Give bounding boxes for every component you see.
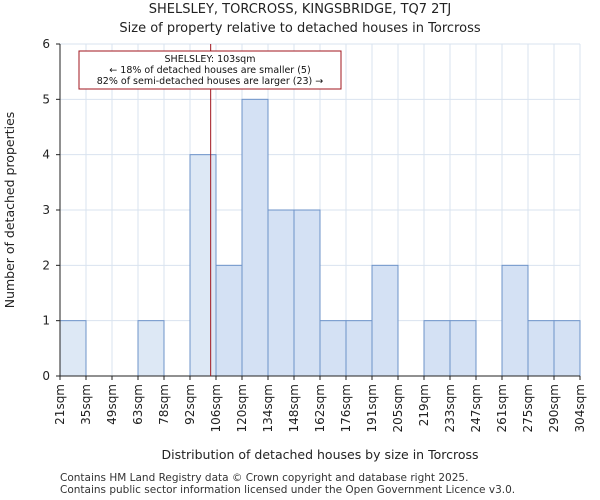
annotation-line-3: 82% of semi-detached houses are larger (… — [97, 76, 324, 87]
x-tick-label: 261sqm — [495, 384, 509, 432]
bar — [59, 320, 87, 377]
x-tick-label: 21sqm — [53, 384, 67, 425]
footer-line-1: Contains HM Land Registry data © Crown c… — [60, 472, 469, 484]
y-tick-label: 5 — [42, 92, 50, 106]
x-tick-label: 92sqm — [183, 384, 197, 425]
x-tick-label: 78sqm — [157, 384, 171, 425]
y-axis-label: Number of detached properties — [2, 112, 17, 309]
bars — [59, 98, 581, 377]
y-tick-labels: 0 1 2 3 4 5 6 — [42, 37, 60, 383]
bar — [501, 264, 529, 377]
x-tick-label: 148sqm — [287, 384, 301, 432]
x-tick-label: 233sqm — [443, 384, 457, 432]
x-tick-label: 176sqm — [339, 384, 353, 432]
bar — [319, 320, 347, 377]
x-tick-label: 63sqm — [131, 384, 145, 425]
x-tick-label: 106sqm — [209, 384, 223, 432]
bar — [371, 264, 399, 377]
x-tick-label: 304sqm — [573, 384, 587, 432]
bar — [423, 320, 451, 377]
y-tick-label: 4 — [42, 148, 50, 162]
bar — [527, 320, 555, 377]
annotation-line-2: ← 18% of detached houses are smaller (5) — [109, 65, 310, 76]
x-tick-label: 247sqm — [469, 384, 483, 432]
x-tick-label: 49sqm — [105, 384, 119, 425]
y-tick-label: 0 — [42, 369, 50, 383]
chart-subtitle: Size of property relative to detached ho… — [119, 21, 481, 36]
bar — [215, 264, 243, 377]
y-tick-label: 6 — [42, 37, 50, 51]
x-tick-labels: 21sqm 35sqm 49sqm 63sqm 78sqm 92sqm 106sqm 120s… — [53, 376, 587, 432]
chart-title: SHELSLEY, TORCROSS, KINGSBRIDGE, TQ7 2TJ — [148, 2, 452, 17]
bar — [449, 320, 477, 377]
x-tick-label: 205sqm — [391, 384, 405, 432]
y-tick-label: 1 — [42, 314, 50, 328]
bar — [345, 320, 373, 377]
bar — [267, 209, 295, 377]
x-tick-label: 35sqm — [79, 384, 93, 425]
annotation-line-1: SHELSLEY: 103sqm — [165, 54, 256, 65]
x-tick-label: 120sqm — [235, 384, 249, 432]
x-tick-label: 275sqm — [521, 384, 535, 432]
x-tick-label: 134sqm — [261, 384, 275, 432]
x-tick-label: 219qm — [417, 384, 431, 426]
histogram-chart: 0 1 2 3 4 5 6 21sqm 35sqm 49sqm 63sqm 78sqm 92sqm 10… — [2, 37, 587, 462]
bar — [189, 154, 217, 377]
bar — [553, 320, 581, 377]
x-tick-label: 162sqm — [313, 384, 327, 432]
y-tick-label: 2 — [42, 258, 50, 272]
x-tick-label: 290sqm — [547, 384, 561, 432]
bar — [137, 320, 165, 377]
bar — [293, 209, 321, 377]
footer-line-2: Contains public sector information licen… — [60, 484, 516, 496]
annotation-box: SHELSLEY: 103sqm ← 18% of detached house… — [78, 50, 342, 90]
x-axis-label: Distribution of detached houses by size … — [162, 447, 479, 462]
x-tick-label: 191sqm — [365, 384, 379, 432]
y-tick-label: 3 — [42, 203, 50, 217]
bar — [241, 98, 269, 377]
